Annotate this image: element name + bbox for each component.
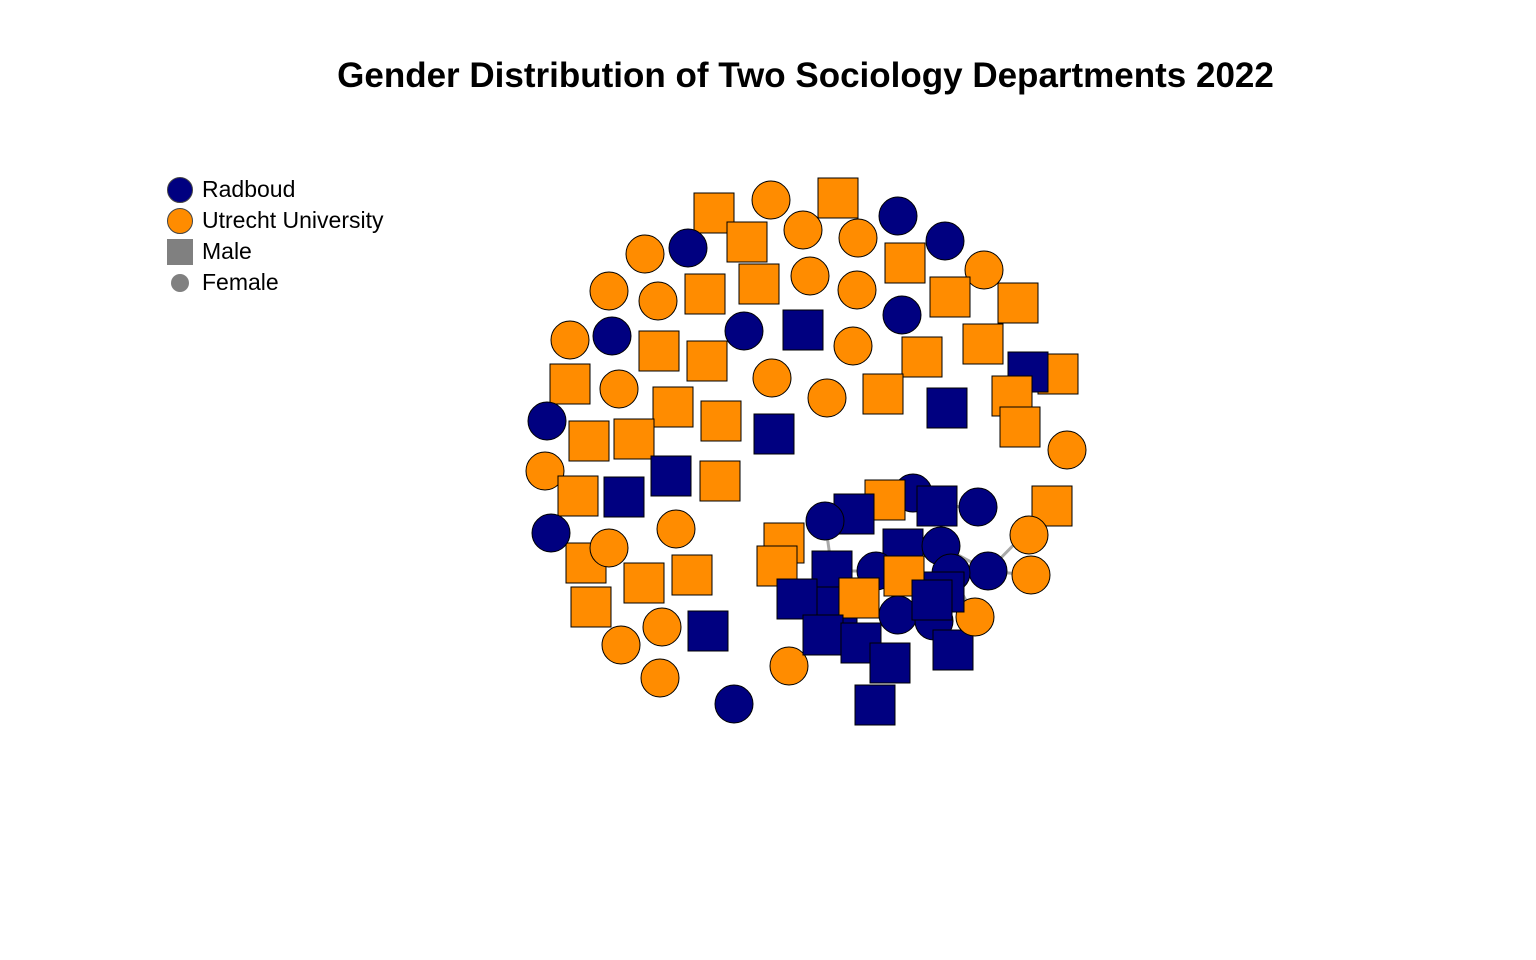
- utrecht-male-node: [568, 420, 610, 462]
- utrecht-female-node: [1047, 430, 1087, 470]
- legend-item-radboud: Radboud: [164, 174, 383, 205]
- legend: Radboud Utrecht University Male Female: [164, 174, 383, 298]
- node-layer: [525, 177, 1087, 726]
- utrecht-female-node: [589, 528, 629, 568]
- radboud-male-node: [854, 684, 896, 726]
- radboud-female-node: [531, 513, 571, 553]
- utrecht-male-node: [929, 276, 971, 318]
- utrecht-male-node: [686, 340, 728, 382]
- radboud-male-node: [932, 629, 974, 671]
- legend-symbol-utrecht: [167, 207, 193, 234]
- utrecht-male-node: [700, 400, 742, 442]
- radboud-female-node: [878, 196, 918, 236]
- legend-label-radboud: Radboud: [202, 176, 296, 202]
- utrecht-female-node: [550, 320, 590, 360]
- radboud-female-node: [878, 595, 918, 635]
- utrecht-male-node: [652, 386, 694, 428]
- radboud-female-node: [968, 551, 1008, 591]
- utrecht-male-node: [817, 177, 859, 219]
- radboud-male-node: [911, 579, 953, 621]
- radboud-female-node: [805, 501, 845, 541]
- utrecht-female-node: [752, 358, 792, 398]
- legend-symbol-female: [171, 273, 189, 292]
- legend-label-utrecht: Utrecht University: [202, 207, 384, 233]
- utrecht-male-node: [838, 577, 880, 619]
- utrecht-female-node: [837, 270, 877, 310]
- utrecht-male-node: [962, 323, 1004, 365]
- utrecht-female-node: [589, 271, 629, 311]
- utrecht-male-node: [684, 273, 726, 315]
- utrecht-female-node: [1009, 515, 1049, 555]
- utrecht-female-node: [838, 218, 878, 258]
- legend-symbol-male: [167, 238, 193, 265]
- radboud-male-node: [802, 614, 844, 656]
- utrecht-female-node: [640, 658, 680, 698]
- legend-label-male: Male: [202, 238, 252, 264]
- utrecht-female-node: [955, 597, 995, 637]
- utrecht-male-node: [638, 330, 680, 372]
- radboud-female-node: [668, 228, 708, 268]
- utrecht-male-node: [901, 336, 943, 378]
- radboud-female-node: [882, 295, 922, 335]
- utrecht-male-node: [997, 282, 1039, 324]
- radboud-male-node: [782, 309, 824, 351]
- legend-item-utrecht: Utrecht University: [164, 205, 383, 236]
- radboud-male-node: [753, 413, 795, 455]
- utrecht-female-node: [807, 378, 847, 418]
- utrecht-female-node: [638, 281, 678, 321]
- radboud-female-node: [724, 311, 764, 351]
- radboud-female-node: [925, 221, 965, 261]
- utrecht-male-node: [557, 475, 599, 517]
- utrecht-female-node: [833, 326, 873, 366]
- utrecht-male-node: [884, 242, 926, 284]
- utrecht-female-node: [656, 509, 696, 549]
- utrecht-male-node: [613, 418, 655, 460]
- utrecht-male-node: [726, 221, 768, 263]
- legend-label-female: Female: [202, 269, 279, 295]
- radboud-male-node: [650, 455, 692, 497]
- utrecht-male-node: [862, 373, 904, 415]
- utrecht-female-node: [642, 607, 682, 647]
- radboud-male-node: [916, 485, 958, 527]
- radboud-female-node: [592, 316, 632, 356]
- utrecht-male-node: [699, 460, 741, 502]
- utrecht-female-node: [1011, 555, 1051, 595]
- radboud-male-node: [603, 476, 645, 518]
- radboud-male-node: [869, 642, 911, 684]
- legend-item-female: Female: [164, 267, 383, 298]
- utrecht-male-node: [623, 562, 665, 604]
- utrecht-female-node: [783, 210, 823, 250]
- utrecht-female-node: [601, 625, 641, 665]
- utrecht-female-node: [769, 646, 809, 686]
- chart-title: Gender Distribution of Two Sociology Dep…: [337, 56, 1274, 95]
- utrecht-female-node: [964, 250, 1004, 290]
- radboud-female-node: [714, 684, 754, 724]
- utrecht-male-node: [570, 586, 612, 628]
- legend-item-male: Male: [164, 236, 383, 267]
- utrecht-male-node: [549, 363, 591, 405]
- utrecht-male-node: [738, 263, 780, 305]
- utrecht-female-node: [790, 256, 830, 296]
- utrecht-female-node: [525, 451, 565, 491]
- utrecht-male-node: [999, 406, 1041, 448]
- utrecht-female-node: [625, 234, 665, 274]
- radboud-male-node: [926, 387, 968, 429]
- utrecht-female-node: [599, 369, 639, 409]
- radboud-female-node: [527, 401, 567, 441]
- legend-symbol-radboud: [167, 176, 193, 203]
- radboud-male-node: [687, 610, 729, 652]
- radboud-male-node: [776, 578, 818, 620]
- utrecht-male-node: [671, 554, 713, 596]
- radboud-female-node: [958, 487, 998, 527]
- utrecht-female-node: [751, 180, 791, 220]
- utrecht-male-node: [693, 192, 735, 234]
